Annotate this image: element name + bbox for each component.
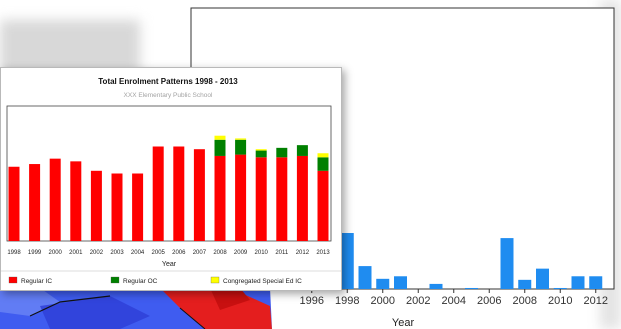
bar-1998-segment (8, 166, 20, 241)
legend-swatch (110, 276, 120, 284)
bar-2001 (394, 276, 407, 289)
front-x-tick-label: 1999 (28, 250, 42, 256)
back-x-axis: 1994199619982000200220042006200820102012 (264, 289, 608, 307)
bar-2008-segment (214, 135, 226, 140)
bar-2001-segment (70, 161, 82, 241)
bar-2002-segment (90, 170, 102, 241)
front-chart-subtitle: XXX Elementary Public School (124, 92, 213, 99)
bar-2010-segment (255, 150, 267, 158)
bar-2000 (376, 278, 390, 289)
bar-2009-segment (235, 138, 247, 140)
back-x-axis-label: Year (392, 317, 415, 329)
bar-2005 (465, 287, 478, 289)
front-x-tick-label: 1998 (7, 250, 21, 256)
x-tick-label: 2002 (406, 295, 430, 307)
bar-2003 (429, 283, 443, 289)
front-x-tick-label: 2012 (296, 250, 310, 256)
x-tick-label: 2008 (513, 295, 537, 307)
bar-2005-segment (152, 146, 164, 241)
bar-2000-segment (49, 158, 61, 241)
x-tick-label: 2004 (442, 295, 466, 307)
x-tick-label: 1996 (300, 295, 324, 307)
bar-2007 (500, 238, 514, 289)
x-tick-label: 2006 (477, 295, 501, 307)
bar-2009 (536, 268, 549, 289)
front-x-tick-label: 2010 (255, 250, 269, 256)
front-x-tick-label: 2005 (152, 250, 166, 256)
bar-2007-segment (193, 149, 205, 241)
front-x-tick-label: 2000 (49, 250, 63, 256)
bar-1999-segment (29, 164, 41, 241)
x-tick-label: 2012 (584, 295, 608, 307)
front-x-tick-label: 2008 (213, 250, 227, 256)
bar-2013-segment (317, 157, 329, 171)
legend-label: Regular OC (123, 278, 158, 285)
front-x-tick-label: 2002 (90, 250, 104, 256)
bar-2009-segment (235, 154, 247, 241)
front-x-tick-label: 2004 (131, 250, 145, 256)
front-x-tick-label: 2001 (69, 250, 83, 256)
enrolment-chart-panel: Total Enrolment Patterns 1998 - 2013 XXX… (0, 67, 342, 291)
x-tick-label: 2000 (371, 295, 395, 307)
front-x-tick-label: 2003 (110, 250, 124, 256)
bar-2008 (518, 279, 532, 289)
front-bars (8, 135, 329, 241)
front-x-tick-label: 2013 (316, 250, 330, 256)
bar-2013-segment (317, 153, 329, 158)
x-tick-label: 2010 (548, 295, 572, 307)
front-chart-title: Total Enrolment Patterns 1998 - 2013 (98, 77, 238, 86)
bar-1999 (358, 266, 372, 289)
front-x-tick-label: 2006 (172, 250, 186, 256)
bar-2008-segment (214, 139, 226, 156)
front-x-tick-label: 2011 (275, 250, 289, 256)
legend-swatch (210, 276, 220, 284)
x-tick-label: 1998 (335, 295, 359, 307)
bar-2010-segment (255, 149, 267, 151)
front-legend: Regular IC Regular OC Congregated Special … (8, 276, 302, 285)
bar-2004-segment (132, 173, 144, 241)
legend-swatch (8, 276, 18, 284)
bar-2003-segment (111, 173, 123, 241)
bar-2011-segment (276, 147, 288, 158)
front-x-tick-label: 2009 (234, 250, 248, 256)
front-x-axis: 1998 1999 2000 2001 2002 2003 2004 2005 2006 2007… (7, 250, 330, 256)
bar-2012 (589, 276, 603, 289)
map-fragment (0, 288, 290, 329)
bar-2010-segment (255, 157, 267, 241)
bar-2011-segment (276, 157, 288, 241)
bar-2008-segment (214, 155, 226, 241)
front-x-axis-label: Year (162, 261, 177, 268)
legend-label: Regular IC (21, 278, 52, 285)
bar-2006-segment (173, 146, 185, 241)
bar-2012-segment (296, 155, 308, 241)
bar-2010 (553, 287, 567, 289)
bar-2009-segment (235, 139, 247, 155)
legend-label: Congregated Special Ed IC (223, 278, 302, 285)
bar-2013-segment (317, 170, 329, 241)
bar-2011 (571, 276, 585, 289)
bar-1998 (340, 233, 354, 289)
front-x-tick-label: 2007 (193, 250, 207, 256)
bar-2012-segment (296, 145, 308, 156)
